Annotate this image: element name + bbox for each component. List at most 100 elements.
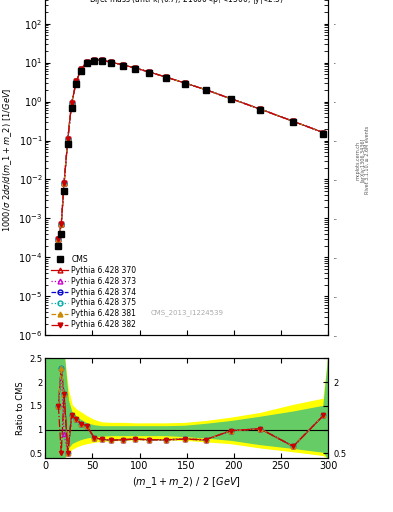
CMS xyxy=(182,80,187,87)
Pythia 6.428 382 xyxy=(59,221,64,227)
Pythia 6.428 381 xyxy=(84,59,89,66)
Pythia 6.428 374 xyxy=(79,66,83,72)
Pythia 6.428 381 xyxy=(229,96,233,102)
Pythia 6.428 381 xyxy=(109,59,114,66)
Pythia 6.428 373 xyxy=(109,59,114,66)
Text: [arXiv:1306.3436]: [arXiv:1306.3436] xyxy=(360,138,365,182)
CMS xyxy=(69,104,74,111)
Pythia 6.428 370 xyxy=(291,118,296,124)
Pythia 6.428 374 xyxy=(74,78,79,84)
Pythia 6.428 375 xyxy=(62,180,66,186)
Pythia 6.428 373 xyxy=(120,61,125,68)
Pythia 6.428 382 xyxy=(147,69,151,75)
Pythia 6.428 374 xyxy=(321,130,326,136)
Text: mcplots.cern.ch: mcplots.cern.ch xyxy=(356,140,360,180)
Pythia 6.428 375 xyxy=(258,106,263,112)
Pythia 6.428 382 xyxy=(56,236,61,242)
Pythia 6.428 382 xyxy=(203,87,208,93)
Pythia 6.428 373 xyxy=(62,180,66,186)
Pythia 6.428 370 xyxy=(229,96,233,102)
CMS xyxy=(163,75,168,81)
Pythia 6.428 373 xyxy=(92,57,97,63)
Pythia 6.428 382 xyxy=(92,57,97,63)
CMS xyxy=(66,141,70,147)
Pythia 6.428 375 xyxy=(203,87,208,93)
Pythia 6.428 370 xyxy=(69,100,74,106)
Pythia 6.428 374 xyxy=(203,87,208,93)
Pythia 6.428 375 xyxy=(109,59,114,66)
CMS xyxy=(99,58,104,64)
Pythia 6.428 382 xyxy=(132,65,137,71)
Line: Pythia 6.428 373: Pythia 6.428 373 xyxy=(56,57,326,241)
Pythia 6.428 381 xyxy=(66,136,70,142)
Pythia 6.428 373 xyxy=(203,87,208,93)
Y-axis label: $1000/\sigma\ 2d\sigma/d(m\_1 + m\_2)\ [1/GeV]$: $1000/\sigma\ 2d\sigma/d(m\_1 + m\_2)\ [… xyxy=(1,88,14,232)
Pythia 6.428 375 xyxy=(59,221,64,227)
CMS xyxy=(84,60,89,67)
Pythia 6.428 373 xyxy=(163,74,168,80)
Pythia 6.428 382 xyxy=(79,66,83,72)
Pythia 6.428 381 xyxy=(92,57,97,63)
Pythia 6.428 370 xyxy=(84,59,89,66)
Pythia 6.428 374 xyxy=(84,59,89,66)
Pythia 6.428 381 xyxy=(74,78,79,84)
Pythia 6.428 370 xyxy=(147,69,151,75)
Pythia 6.428 375 xyxy=(79,66,83,72)
Pythia 6.428 381 xyxy=(182,80,187,86)
Pythia 6.428 382 xyxy=(182,80,187,86)
Pythia 6.428 374 xyxy=(56,236,61,242)
Pythia 6.428 370 xyxy=(62,180,66,186)
X-axis label: $(m\_1 + m\_2)\ /\ 2\ [GeV]$: $(m\_1 + m\_2)\ /\ 2\ [GeV]$ xyxy=(132,475,241,490)
Pythia 6.428 382 xyxy=(291,118,296,124)
Pythia 6.428 370 xyxy=(74,78,79,84)
Pythia 6.428 370 xyxy=(258,106,263,112)
Text: Rivet 3.1.10, ≥ 2.6M events: Rivet 3.1.10, ≥ 2.6M events xyxy=(365,126,370,194)
Pythia 6.428 373 xyxy=(56,236,61,242)
Pythia 6.428 374 xyxy=(147,69,151,75)
Pythia 6.428 370 xyxy=(56,236,61,242)
Pythia 6.428 373 xyxy=(291,118,296,124)
Line: Pythia 6.428 374: Pythia 6.428 374 xyxy=(56,57,326,241)
CMS xyxy=(321,131,326,137)
Pythia 6.428 374 xyxy=(99,57,104,63)
Pythia 6.428 375 xyxy=(84,59,89,66)
Pythia 6.428 375 xyxy=(321,130,326,136)
Pythia 6.428 370 xyxy=(99,57,104,63)
Pythia 6.428 382 xyxy=(74,78,79,84)
CMS xyxy=(258,106,263,113)
Pythia 6.428 382 xyxy=(99,57,104,63)
Pythia 6.428 382 xyxy=(109,59,114,66)
Pythia 6.428 375 xyxy=(120,61,125,68)
Pythia 6.428 381 xyxy=(62,180,66,186)
Pythia 6.428 381 xyxy=(203,87,208,93)
Pythia 6.428 374 xyxy=(229,96,233,102)
CMS xyxy=(79,68,83,74)
Pythia 6.428 370 xyxy=(321,130,326,136)
Pythia 6.428 374 xyxy=(66,136,70,142)
CMS xyxy=(229,96,233,102)
CMS xyxy=(132,66,137,72)
Pythia 6.428 373 xyxy=(74,78,79,84)
Pythia 6.428 375 xyxy=(74,78,79,84)
Pythia 6.428 374 xyxy=(182,80,187,86)
Y-axis label: Ratio to CMS: Ratio to CMS xyxy=(16,381,25,435)
Pythia 6.428 382 xyxy=(258,106,263,112)
Pythia 6.428 373 xyxy=(59,221,64,227)
CMS xyxy=(147,70,151,76)
Pythia 6.428 375 xyxy=(147,69,151,75)
Pythia 6.428 374 xyxy=(92,57,97,63)
Pythia 6.428 370 xyxy=(120,61,125,68)
Pythia 6.428 375 xyxy=(92,57,97,63)
Legend: CMS, Pythia 6.428 370, Pythia 6.428 373, Pythia 6.428 374, Pythia 6.428 375, Pyt: CMS, Pythia 6.428 370, Pythia 6.428 373,… xyxy=(49,252,139,332)
Pythia 6.428 374 xyxy=(120,61,125,68)
Line: Pythia 6.428 370: Pythia 6.428 370 xyxy=(56,57,326,241)
Pythia 6.428 382 xyxy=(62,180,66,186)
CMS xyxy=(120,62,125,69)
Pythia 6.428 370 xyxy=(203,87,208,93)
Pythia 6.428 374 xyxy=(69,100,74,106)
Pythia 6.428 370 xyxy=(132,65,137,71)
Pythia 6.428 381 xyxy=(291,118,296,124)
Pythia 6.428 373 xyxy=(229,96,233,102)
Line: CMS: CMS xyxy=(56,58,326,248)
Pythia 6.428 374 xyxy=(59,221,64,227)
